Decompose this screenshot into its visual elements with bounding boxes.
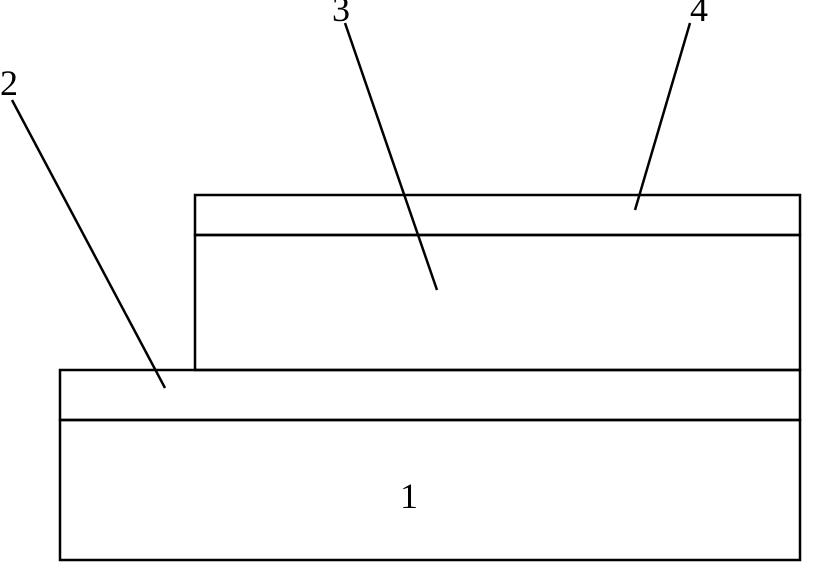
- diagram-container: 1 2 3 4: [0, 0, 829, 587]
- layer-layer3: [195, 235, 800, 370]
- leader-line-layer4: [635, 23, 690, 210]
- layer-layer4: [195, 195, 800, 235]
- leader-line-layer3: [345, 23, 437, 290]
- layer-substrate: [60, 420, 800, 560]
- layer-layer2: [60, 370, 800, 420]
- label-substrate: 1: [400, 475, 418, 517]
- label-layer2: 2: [0, 62, 18, 104]
- label-layer3: 3: [332, 0, 350, 30]
- leader-line-layer2: [12, 100, 165, 388]
- label-layer4: 4: [690, 0, 708, 30]
